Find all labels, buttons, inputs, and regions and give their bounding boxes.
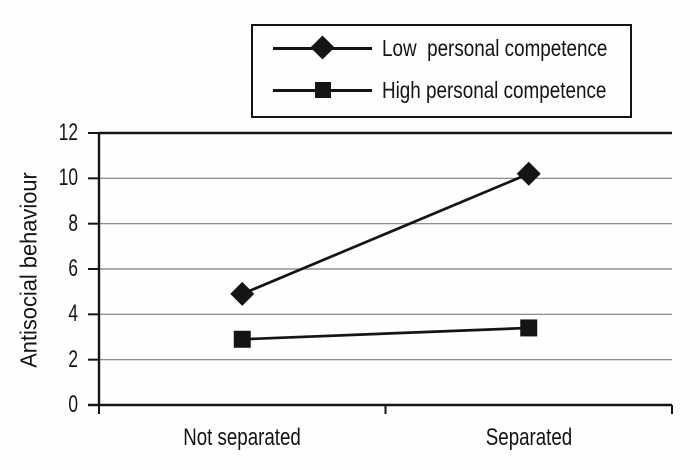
x-category-label-separated: Separated xyxy=(485,424,572,451)
legend-line-sample xyxy=(273,33,372,63)
y-tick-label-8: 8 xyxy=(68,209,78,237)
legend-item-high-personal-competence: High personal competence xyxy=(273,75,656,105)
series-line-low-personal-competence xyxy=(241,172,530,296)
x-category-labels: Not separated Separated xyxy=(0,424,700,454)
y-tick-label-12: 12 xyxy=(58,119,78,146)
y-tick-label-6: 6 xyxy=(68,255,78,282)
square-marker-icon xyxy=(315,82,331,98)
y-tick-label-10: 10 xyxy=(58,164,78,192)
legend: Low personal competence High personal co… xyxy=(251,24,632,118)
data-point-diamond-not-separated xyxy=(230,281,255,306)
x-category-label-not-separated: Not separated xyxy=(183,424,302,451)
data-point-square-separated xyxy=(520,319,538,337)
legend-line-sample xyxy=(273,75,372,105)
legend-label-low: Low personal competence xyxy=(382,35,608,61)
legend-item-low-personal-competence: Low personal competence xyxy=(273,33,657,63)
y-tick-label-4: 4 xyxy=(68,300,78,328)
y-tick-labels: 0 2 4 6 8 10 12 xyxy=(0,0,78,470)
data-point-square-not-separated xyxy=(233,330,251,348)
legend-label-high: High personal competence xyxy=(382,77,607,103)
data-point-diamond-separated xyxy=(516,161,541,186)
y-tick-label-2: 2 xyxy=(68,345,78,373)
series-line-high-personal-competence xyxy=(242,326,529,341)
y-tick-label-0: 0 xyxy=(68,391,78,418)
